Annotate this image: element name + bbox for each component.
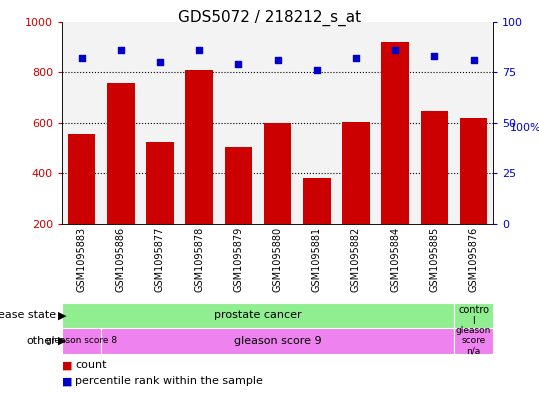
Bar [454, 22, 493, 224]
Bar [415, 22, 454, 224]
Text: gleason
score
n/a: gleason score n/a [456, 326, 491, 356]
Y-axis label: 100%: 100% [510, 123, 539, 133]
Text: ■: ■ [62, 360, 72, 371]
Point [273, 57, 282, 63]
Point [116, 47, 125, 53]
Point [234, 61, 243, 67]
Bar [62, 328, 101, 354]
Point [391, 47, 399, 53]
Text: other: other [27, 336, 57, 346]
Text: gleason score 9: gleason score 9 [234, 336, 321, 346]
Point [430, 53, 439, 59]
Point [77, 55, 86, 61]
Bar [460, 118, 487, 224]
Bar [101, 22, 140, 224]
Bar [62, 22, 101, 224]
Bar [225, 147, 252, 224]
Text: ■: ■ [62, 376, 72, 386]
Bar [303, 178, 330, 224]
Text: count: count [75, 360, 107, 371]
Text: GDS5072 / 218212_s_at: GDS5072 / 218212_s_at [178, 10, 361, 26]
Bar [107, 83, 135, 224]
Bar [336, 22, 376, 224]
Point [156, 59, 164, 65]
Bar [454, 303, 493, 328]
Text: contro
l: contro l [458, 305, 489, 326]
Bar [382, 42, 409, 224]
Bar [454, 328, 493, 354]
Bar [68, 134, 95, 224]
Point [469, 57, 478, 63]
Bar [185, 70, 213, 224]
Bar [219, 22, 258, 224]
Text: ▶: ▶ [58, 336, 66, 346]
Bar [258, 22, 297, 224]
Bar [297, 22, 336, 224]
Bar [420, 112, 448, 224]
Text: percentile rank within the sample: percentile rank within the sample [75, 376, 264, 386]
Text: disease state: disease state [0, 310, 57, 320]
Bar [101, 328, 454, 354]
Bar [264, 123, 291, 224]
Point [313, 67, 321, 73]
Bar [342, 122, 370, 224]
Bar [376, 22, 415, 224]
Point [195, 47, 204, 53]
Bar [140, 22, 179, 224]
Bar [179, 22, 219, 224]
Text: prostate cancer: prostate cancer [214, 310, 302, 320]
Point [351, 55, 360, 61]
Text: ▶: ▶ [58, 310, 66, 320]
Text: gleason score 8: gleason score 8 [46, 336, 117, 345]
Bar [146, 142, 174, 224]
